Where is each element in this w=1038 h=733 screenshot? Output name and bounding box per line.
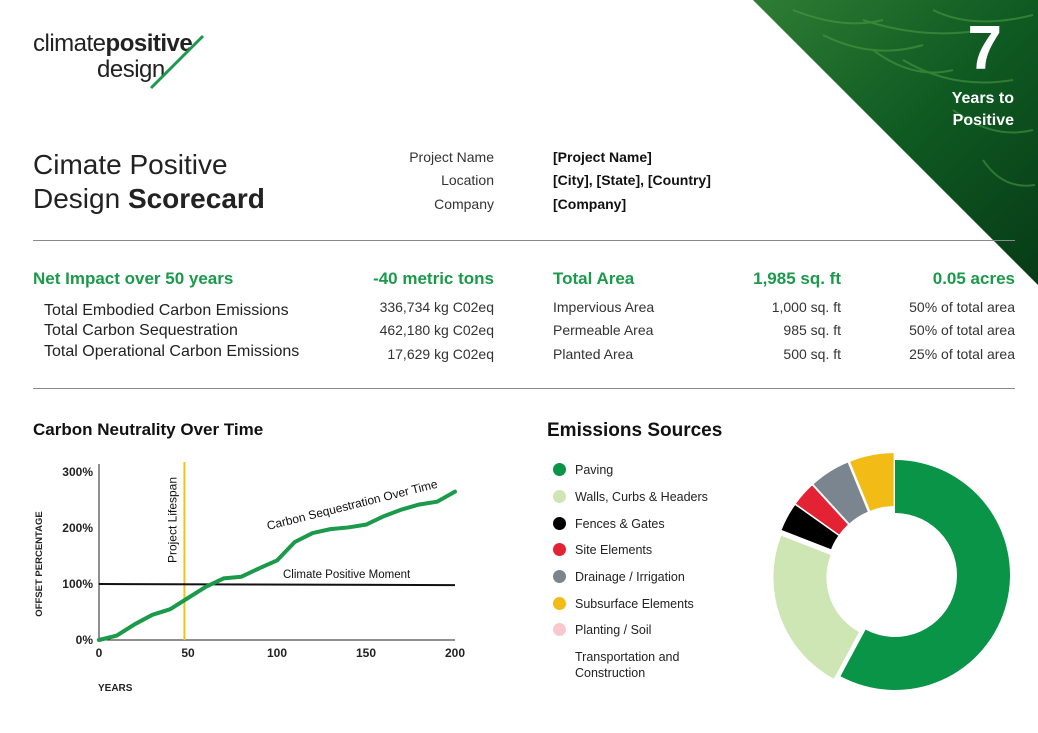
sequestration-line bbox=[97, 489, 457, 642]
legend-dot bbox=[553, 570, 566, 583]
project-name-value: [Project Name] bbox=[553, 149, 652, 165]
legend-label: Walls, Curbs & Headers bbox=[575, 490, 708, 504]
legend-item-walls: Walls, Curbs & Headers bbox=[553, 489, 708, 509]
impervious-area-label: Impervious Area bbox=[553, 299, 655, 315]
emissions-title: Emissions Sources bbox=[547, 420, 723, 441]
legend-label: Planting / Soil bbox=[575, 623, 652, 637]
total-area-acres: 0.05 acres bbox=[932, 269, 1015, 288]
permeable-area-pct: 50% of total area bbox=[909, 322, 1015, 338]
legend-label: Drainage / Irrigation bbox=[575, 570, 685, 584]
donut-slice-drainage bbox=[813, 462, 868, 524]
y-axis-label: OFFSET PERCENTAGE bbox=[34, 511, 45, 616]
planted-area-pct: 25% of total area bbox=[909, 346, 1015, 362]
location-label: Location bbox=[441, 172, 494, 188]
total-area-heading: Total Area bbox=[553, 269, 635, 288]
climate-positive-label: Climate Positive Moment bbox=[283, 569, 411, 581]
legend-item-paving: Paving bbox=[553, 462, 613, 482]
legend-item-subsurface: Subsurface Elements bbox=[553, 596, 694, 616]
emissions-donut-chart bbox=[773, 453, 1010, 690]
line-chart-title: Carbon Neutrality Over Time bbox=[33, 420, 264, 439]
sequestration-label: Total Carbon Sequestration bbox=[44, 322, 238, 339]
impervious-area-sqft: 1,000 sq. ft bbox=[771, 299, 841, 315]
legend-dot bbox=[553, 517, 566, 530]
planted-area-label: Planted Area bbox=[553, 346, 634, 362]
y-tick-label: 0% bbox=[76, 633, 94, 647]
legend-dot bbox=[553, 490, 566, 503]
net-impact-heading: Net Impact over 50 years bbox=[33, 269, 234, 288]
x-tick-label: 100 bbox=[267, 646, 287, 660]
operational-carbon-label: Total Operational Carbon Emissions bbox=[44, 343, 300, 360]
years-to-positive-number: 7 bbox=[967, 14, 1002, 83]
legend-dot bbox=[553, 543, 566, 556]
permeable-area-sqft: 985 sq. ft bbox=[783, 322, 841, 338]
net-impact-value: -40 metric tons bbox=[373, 269, 494, 288]
legend-dot bbox=[553, 623, 566, 636]
brand-logo: climatepositive design bbox=[33, 26, 223, 90]
legend-dot bbox=[553, 650, 566, 663]
permeable-area-label: Permeable Area bbox=[553, 322, 654, 338]
years-to-positive-label: Years to Positive bbox=[951, 90, 1014, 129]
donut-slice-fences bbox=[781, 505, 839, 550]
donut-slice-site bbox=[796, 485, 848, 535]
x-tick-label: 0 bbox=[96, 646, 103, 660]
embodied-carbon-label: Total Embodied Carbon Emissions bbox=[44, 302, 289, 319]
x-tick-label: 200 bbox=[445, 646, 465, 660]
logo-text-line1: climatepositive bbox=[33, 30, 193, 57]
legend-label: Subsurface Elements bbox=[575, 597, 694, 611]
y-tick-label: 200% bbox=[62, 521, 93, 535]
title-line2: Design Scorecard bbox=[33, 183, 265, 214]
corner-foliage-image bbox=[753, 0, 1038, 285]
legend-item-fences: Fences & Gates bbox=[553, 516, 665, 536]
x-axis-label: YEARS bbox=[98, 683, 133, 694]
logo-slash-mark bbox=[149, 34, 205, 90]
embodied-carbon-value: 336,734 kg C02eq bbox=[379, 299, 494, 315]
y-tick-label: 100% bbox=[62, 577, 93, 591]
donut-slice-subsurface bbox=[850, 453, 894, 511]
legend-item-transportation: Transportation and Construction bbox=[553, 649, 705, 683]
climate-positive-line bbox=[98, 583, 456, 587]
company-value: [Company] bbox=[553, 196, 627, 212]
title-line1: Cimate Positive bbox=[33, 149, 228, 180]
logo-text-line2: design bbox=[97, 56, 165, 83]
total-area-sqft: 1,985 sq. ft bbox=[753, 269, 841, 288]
legend-label: Site Elements bbox=[575, 543, 653, 557]
donut-slice-walls bbox=[773, 535, 860, 679]
page-title: Cimate Positive Design Scorecard bbox=[33, 148, 265, 216]
legend-dot bbox=[553, 597, 566, 610]
impervious-area-pct: 50% of total area bbox=[909, 299, 1015, 315]
legend-label: Transportation and Construction bbox=[575, 650, 680, 680]
legend-item-site: Site Elements bbox=[553, 542, 652, 562]
legend-label: Fences & Gates bbox=[575, 517, 665, 531]
x-tick-label: 150 bbox=[356, 646, 376, 660]
operational-carbon-value: 17,629 kg C02eq bbox=[387, 346, 494, 362]
legend-label: Paving bbox=[575, 463, 614, 477]
divider bbox=[33, 240, 1015, 241]
divider bbox=[33, 388, 1015, 389]
planted-area-sqft: 500 sq. ft bbox=[783, 346, 841, 362]
x-tick-label: 50 bbox=[181, 646, 195, 660]
carbon-neutrality-chart: 0% 100% 200% 300% 0 50 100 150 200 YEARS OFFSET PE… bbox=[34, 462, 465, 694]
sequestration-value: 462,180 kg C02eq bbox=[379, 322, 494, 338]
legend-dot bbox=[553, 463, 566, 476]
project-name-label: Project Name bbox=[409, 149, 494, 165]
location-value: [City], [State], [Country] bbox=[553, 172, 711, 188]
company-label: Company bbox=[434, 196, 494, 212]
project-lifespan-label: Project Lifespan bbox=[165, 477, 179, 563]
legend-item-drainage: Drainage / Irrigation bbox=[553, 569, 685, 589]
donut-slice-paving bbox=[840, 460, 1010, 690]
y-tick-label: 300% bbox=[62, 465, 93, 479]
legend-item-planting: Planting / Soil bbox=[553, 622, 651, 642]
